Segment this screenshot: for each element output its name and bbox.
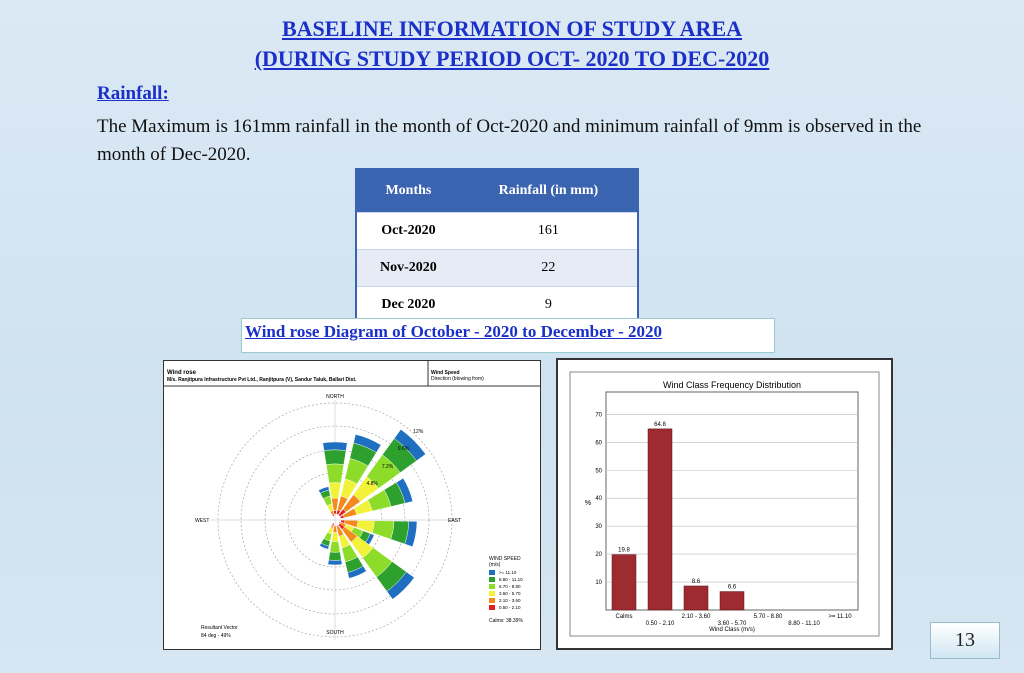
title: BASELINE INFORMATION OF STUDY AREA bbox=[281, 16, 743, 41]
legend-label: >= 11.10 bbox=[499, 570, 517, 575]
header-cell: Months bbox=[356, 169, 460, 213]
legend-label: 0.50 - 2.10 bbox=[499, 605, 521, 610]
chart-title: Wind Class Frequency Distribution bbox=[663, 380, 801, 390]
legend-label: 3.60 - 5.70 bbox=[499, 591, 521, 596]
cell: 22 bbox=[459, 249, 638, 287]
petal bbox=[329, 541, 341, 553]
caption: Wind rose Diagram of October - 2020 to D… bbox=[241, 318, 775, 353]
y-tick-label: 30 bbox=[595, 524, 602, 530]
y-tick-label: 50 bbox=[595, 468, 602, 474]
cell: 9 bbox=[459, 286, 638, 324]
y-tick-label: 70 bbox=[595, 412, 602, 418]
legend-swatch bbox=[489, 584, 495, 589]
bar-chart: Wind Class Frequency Distribution % Wind… bbox=[556, 358, 893, 650]
x-tick-label: >= 11.10 bbox=[828, 614, 852, 620]
heading: Rainfall: bbox=[97, 83, 169, 104]
cell: Oct-2020 bbox=[356, 212, 460, 250]
plot-area bbox=[605, 391, 859, 611]
rainfall-table: Months Rainfall (in mm) Oct-2020 161 Nov-2… bbox=[355, 168, 639, 325]
page-number: 13 bbox=[930, 622, 1000, 659]
label: Calms: 38.39% bbox=[489, 618, 523, 624]
rose bbox=[210, 400, 460, 640]
petal bbox=[333, 510, 337, 515]
label: 84 deg - 49% bbox=[201, 633, 231, 639]
petal bbox=[396, 477, 414, 504]
legend-swatch bbox=[489, 591, 495, 596]
legend-label: 5.70 - 8.80 bbox=[499, 584, 521, 589]
petal bbox=[386, 571, 415, 600]
bar bbox=[611, 554, 637, 611]
wind-rose: Wind rose M/s. Ranjitpura Infrastructure… bbox=[163, 360, 541, 650]
legend-swatch bbox=[489, 598, 495, 603]
petal bbox=[393, 429, 426, 462]
ring-label: 4.8% bbox=[366, 481, 378, 487]
cell: 161 bbox=[459, 212, 638, 250]
bar bbox=[647, 428, 673, 611]
x-tick-label: 0.50 - 2.10 bbox=[646, 621, 675, 627]
bar bbox=[719, 591, 745, 611]
petal bbox=[325, 463, 345, 484]
axis-label: Wind Class (m/s) bbox=[709, 627, 755, 633]
petal bbox=[322, 441, 348, 451]
label: Resultant Vector bbox=[201, 625, 238, 631]
label: NORTH bbox=[326, 394, 344, 400]
value-label: 8.6 bbox=[692, 579, 701, 585]
x-tick-label: 8.80 - 11.10 bbox=[788, 621, 820, 627]
legend-swatch bbox=[489, 570, 495, 575]
cell: Dec 2020 bbox=[356, 286, 460, 324]
legend-label: 2.10 - 3.60 bbox=[499, 598, 521, 603]
label: Wind Speed bbox=[431, 370, 460, 376]
paragraph: The Maximum is 161mm rainfall in the mon… bbox=[97, 116, 922, 165]
legend-swatch bbox=[489, 577, 495, 582]
label: (m/s) bbox=[489, 562, 501, 568]
petal bbox=[347, 565, 367, 579]
cell: Nov-2020 bbox=[356, 249, 460, 287]
ring-label: 9.6% bbox=[398, 446, 410, 452]
legend-swatch bbox=[489, 605, 495, 610]
bar bbox=[683, 585, 709, 611]
title: (DURING STUDY PERIOD OCT- 2020 TO DEC-20… bbox=[254, 46, 770, 71]
value-label: 19.8 bbox=[618, 548, 630, 554]
x-tick-label: 5.70 - 8.80 bbox=[754, 614, 783, 620]
petal bbox=[323, 449, 347, 465]
ring-label: 7.2% bbox=[382, 464, 394, 470]
petal bbox=[404, 521, 418, 547]
label: SOUTH bbox=[326, 630, 344, 636]
y-tick-label: 20 bbox=[595, 552, 602, 558]
y-tick-label: 60 bbox=[595, 440, 602, 446]
label: M/s. Ranjitpura Infrastructure Pvt Ltd.,… bbox=[167, 377, 357, 383]
header-cell: Rainfall (in mm) bbox=[459, 169, 638, 213]
x-tick-label: Calms bbox=[615, 614, 632, 620]
x-tick-label: 3.60 - 5.70 bbox=[718, 621, 747, 627]
label: Wind rose bbox=[167, 370, 197, 376]
ring-label: 12% bbox=[413, 429, 424, 435]
x-tick-label: 2.10 - 3.60 bbox=[682, 614, 711, 620]
petal bbox=[318, 486, 330, 494]
petal bbox=[328, 551, 342, 561]
label: EAST bbox=[448, 518, 461, 524]
label: Direction (blowing from) bbox=[431, 376, 484, 382]
label: WEST bbox=[195, 518, 209, 524]
petal bbox=[353, 434, 382, 453]
petal bbox=[319, 542, 330, 550]
axis-label: % bbox=[585, 500, 591, 507]
value-label: 6.6 bbox=[728, 585, 737, 591]
petal bbox=[327, 559, 343, 566]
value-label: 64.8 bbox=[654, 422, 666, 428]
y-tick-label: 10 bbox=[595, 580, 602, 586]
petal bbox=[331, 532, 339, 542]
y-tick-label: 40 bbox=[595, 496, 602, 502]
label: WIND SPEED bbox=[489, 556, 521, 562]
legend-label: 8.80 - 11.10 bbox=[499, 577, 523, 582]
